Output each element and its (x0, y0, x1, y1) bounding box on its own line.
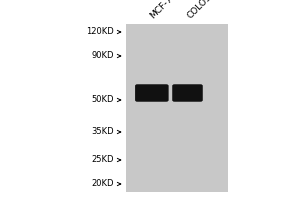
Text: MCF-7: MCF-7 (148, 0, 174, 20)
Bar (126, 24, 228, 192)
Text: 20KD: 20KD (92, 180, 114, 188)
Text: COLO320: COLO320 (186, 0, 222, 20)
Text: 90KD: 90KD (92, 51, 114, 60)
Text: 120KD: 120KD (86, 27, 114, 36)
FancyBboxPatch shape (135, 84, 169, 102)
FancyBboxPatch shape (172, 84, 203, 102)
Text: 25KD: 25KD (92, 156, 114, 164)
Text: 35KD: 35KD (92, 128, 114, 136)
Text: 50KD: 50KD (92, 96, 114, 104)
